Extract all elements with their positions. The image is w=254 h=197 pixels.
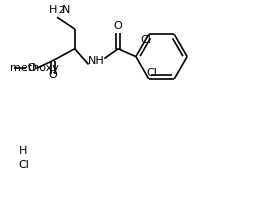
FancyBboxPatch shape <box>90 57 102 64</box>
Text: NH: NH <box>88 56 105 66</box>
Text: Cl: Cl <box>140 35 151 45</box>
Text: H: H <box>49 5 57 15</box>
Text: O: O <box>27 63 36 73</box>
Text: O: O <box>49 70 57 80</box>
Text: O: O <box>114 21 122 31</box>
FancyBboxPatch shape <box>142 83 156 91</box>
FancyBboxPatch shape <box>114 25 122 33</box>
FancyBboxPatch shape <box>27 64 35 72</box>
FancyBboxPatch shape <box>49 74 57 82</box>
Text: H: H <box>19 146 28 156</box>
FancyBboxPatch shape <box>142 23 156 31</box>
Text: 2: 2 <box>58 6 64 15</box>
Text: N: N <box>62 5 70 15</box>
Text: methoxy: methoxy <box>10 63 59 73</box>
Text: Cl: Cl <box>146 68 157 78</box>
Text: Cl: Cl <box>18 160 29 170</box>
